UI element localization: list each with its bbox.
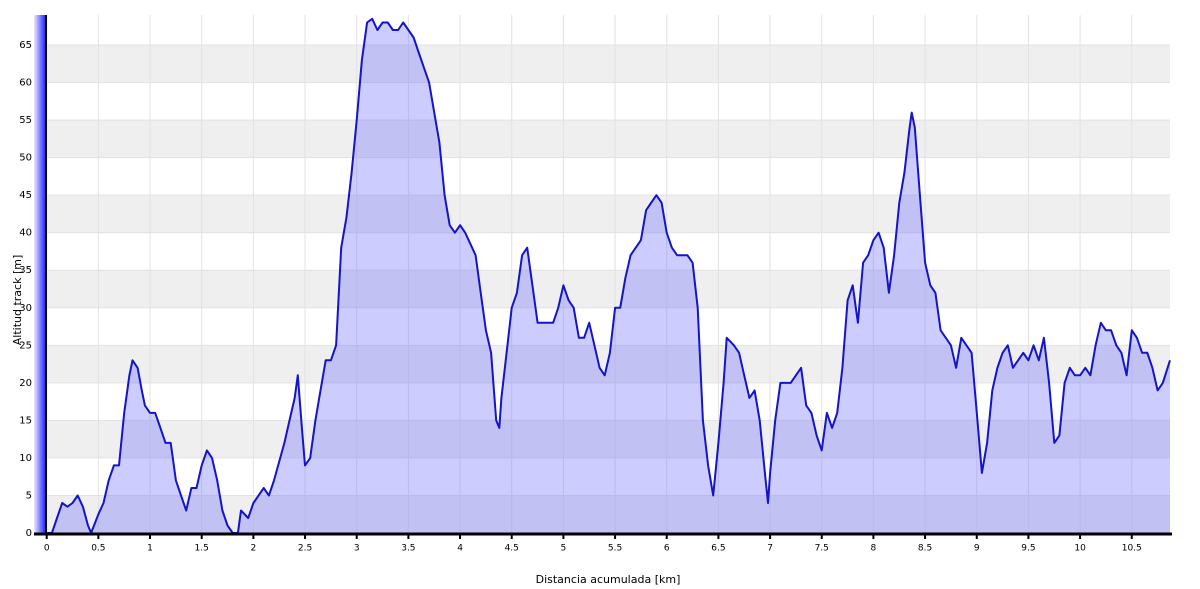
- y-tick-label: 25: [19, 340, 32, 351]
- y-axis-bar: [34, 15, 46, 533]
- y-tick-label: 40: [19, 228, 32, 239]
- x-tick-label: 2: [251, 544, 257, 554]
- x-tick-label: 2.5: [298, 544, 312, 554]
- y-tick-label: 30: [19, 303, 32, 314]
- x-tick-label: 10.5: [1122, 544, 1142, 554]
- grid-band: [46, 270, 1171, 308]
- y-tick-label: 50: [19, 153, 32, 164]
- x-tick-label: 7: [767, 544, 773, 554]
- grid-band: [46, 195, 1171, 233]
- area: [46, 18, 1171, 534]
- x-tick-label: 0.5: [91, 544, 105, 554]
- x-tick-label: 0: [44, 544, 50, 554]
- x-tick-label: 8.5: [918, 544, 932, 554]
- grid-band: [46, 495, 1171, 533]
- x-tick-label: 1.5: [195, 544, 209, 554]
- y-tick-label: 15: [19, 415, 32, 426]
- x-tick-label: 6.5: [711, 544, 725, 554]
- y-tick-label: 45: [19, 190, 32, 201]
- x-tick-label: 10: [1074, 544, 1086, 554]
- y-tick-label: 65: [19, 40, 32, 51]
- x-tick-label: 5.5: [608, 544, 622, 554]
- x-tick-label: 3: [354, 544, 360, 554]
- grid-band: [46, 120, 1171, 158]
- y-tick-label: 60: [19, 78, 32, 89]
- x-tick-label: 8: [871, 544, 877, 554]
- y-tick-label: 5: [26, 490, 32, 501]
- x-tick-label: 4.5: [505, 544, 519, 554]
- line: [46, 17, 1171, 534]
- x-tick-label: 4: [457, 544, 463, 554]
- x-tick-label: 9.5: [1021, 544, 1035, 554]
- x-tick-label: 1: [147, 544, 153, 554]
- y-tick-label: 55: [19, 115, 32, 126]
- x-tick-label: 9: [974, 544, 980, 554]
- x-tick-label: 3.5: [401, 544, 415, 554]
- x-tick-label: 7.5: [815, 544, 829, 554]
- y-tick-label: 35: [19, 265, 32, 276]
- x-tick-label: 5: [561, 544, 567, 554]
- grid-band: [46, 45, 1171, 83]
- y-axis-title: Altitud track [m]: [11, 255, 24, 346]
- y-tick-label: 0: [26, 528, 32, 539]
- y-tick-label: 10: [19, 453, 32, 464]
- x-axis-title: Distancia acumulada [km]: [536, 573, 681, 586]
- grid-band: [46, 420, 1171, 458]
- y-tick-label: 20: [19, 378, 32, 389]
- grid-band: [46, 345, 1171, 383]
- x-tick-label: 6: [664, 544, 670, 554]
